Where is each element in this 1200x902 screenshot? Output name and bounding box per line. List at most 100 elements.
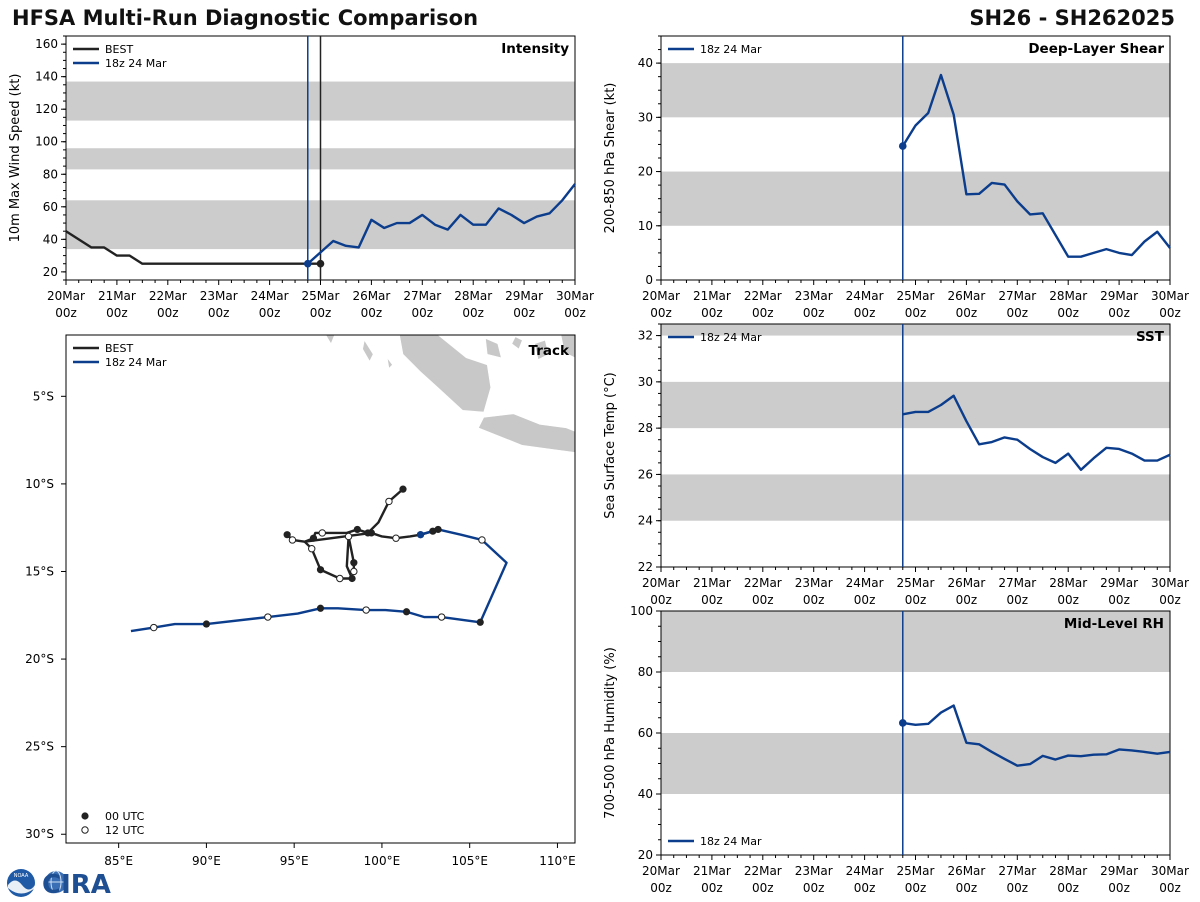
panel-track: 85°E 90°E 95°E 100°E 105°E 110°E 5°S 10°S 15°S 20…: [25, 334, 576, 868]
series-line-shear-run: [901, 73, 1171, 258]
ytick-label-sst: 22: [638, 560, 653, 574]
track-point-12utc: [344, 532, 353, 541]
xtick-label-sst: 27Mar: [998, 576, 1036, 590]
track-point-00utc: [316, 566, 325, 574]
xtick-sub-sst: 00z: [956, 593, 978, 607]
xtick-sub-rh: 00z: [956, 881, 978, 895]
xtick-sub-sst: 00z: [854, 593, 876, 607]
xtick-sub-sst: 00z: [752, 593, 774, 607]
xtick-label-shear: 25Mar: [897, 289, 935, 303]
landmass-6: [362, 339, 374, 362]
ytick-label-intensity: 120: [35, 102, 58, 116]
panel-title-shear: Deep-Layer Shear: [1028, 41, 1164, 57]
track-point-00utc: [350, 559, 358, 567]
ytick-label-track: 20°S: [25, 652, 54, 666]
xtick-label-track: 95°E: [280, 854, 309, 868]
xtick-label-track: 90°E: [192, 854, 221, 868]
xtick-sub-intensity: 00z: [310, 306, 332, 320]
xtick-sub-shear: 00z: [956, 306, 978, 320]
xtick-sub-sst: 00z: [1007, 593, 1029, 607]
xtick-sub-rh: 00z: [1007, 881, 1029, 895]
ylabel-intensity: 10m Max Wind Speed (kt): [8, 74, 23, 243]
xtick-label-rh: 28Mar: [1049, 864, 1087, 878]
panel-intensity: 20 40 60 80 100 120 140 160 10m Max Wind Speed (…: [8, 35, 594, 320]
xtick-sub-shear: 00z: [1108, 306, 1130, 320]
panel-shear: 0 10 20 30 40 200-850 hPa Shear (kt) 20Mar 00z 2…: [603, 35, 1189, 320]
xtick-sub-shear: 00z: [701, 306, 723, 320]
xtick-label-sst: 30Mar: [1151, 576, 1189, 590]
track-point-12utc: [308, 545, 316, 553]
xtick-label-rh: 22Mar: [744, 864, 782, 878]
xtick-sub-sst: 00z: [650, 593, 672, 607]
xtick-sub-shear: 00z: [752, 306, 774, 320]
xtick-label-shear: 28Mar: [1049, 289, 1087, 303]
cira-logo: NOAA CIRA: [6, 866, 116, 902]
xtick-sub-shear: 00z: [905, 306, 927, 320]
ytick-label-track: 5°S: [33, 389, 54, 403]
xtick-sub-rh: 00z: [905, 881, 927, 895]
xtick-label-sst: 21Mar: [693, 576, 731, 590]
track-point-12utc: [150, 623, 158, 632]
landmass-0: [399, 335, 492, 413]
landmass-8: [325, 335, 335, 345]
xtick-sub-shear: 00z: [1007, 306, 1029, 320]
landmass-2: [534, 339, 550, 360]
xtick-label-shear: 26Mar: [947, 289, 985, 303]
ylabel-rh: 700-500 hPa Humidity (%): [603, 647, 618, 819]
xtick-label-intensity: 23Mar: [200, 289, 238, 303]
xtick-label-rh: 20Mar: [642, 864, 680, 878]
ytick-label-rh: 20: [638, 848, 653, 862]
marker-legend-00utc: [81, 812, 89, 820]
ylabel-shear: 200-850 hPa Shear (kt): [603, 83, 618, 234]
track-point-00utc: [353, 525, 361, 534]
track-legend-label-run: 18z 24 Mar: [105, 356, 167, 369]
marker-legend-label: 00 UTC: [105, 810, 145, 823]
legend-label-run: 18z 24 Mar: [700, 331, 762, 344]
ytick-label-intensity: 60: [43, 200, 58, 214]
xtick-label-rh: 25Mar: [897, 864, 935, 878]
xtick-label-shear: 22Mar: [744, 289, 782, 303]
xtick-sub-shear: 00z: [1159, 306, 1181, 320]
panel-rh: 20 40 60 80 100 700-500 hPa Humidity (%) 20Mar…: [603, 604, 1189, 895]
band-rh-1: [661, 611, 1170, 672]
track-point-12utc: [437, 613, 446, 621]
xtick-sub-intensity: 00z: [412, 306, 434, 320]
xtick-sub-sst: 00z: [1057, 593, 1079, 607]
landmass-1: [478, 413, 575, 453]
ytick-label-sst: 32: [638, 329, 653, 343]
track-point-00utc: [367, 529, 375, 537]
track-point-00utc: [309, 534, 318, 542]
track-point-12utc: [350, 567, 358, 576]
xtick-label-sst: 24Mar: [846, 576, 884, 590]
xtick-label-rh: 26Mar: [947, 864, 985, 878]
xtick-label-shear: 24Mar: [846, 289, 884, 303]
xtick-sub-rh: 00z: [701, 881, 723, 895]
xtick-label-sst: 29Mar: [1100, 576, 1138, 590]
xtick-sub-sst: 00z: [1108, 593, 1130, 607]
series-start-point-run: [303, 259, 312, 268]
axes-frame-sst: [660, 323, 1171, 568]
track-point-start: [416, 531, 425, 539]
noaa-emblem-icon: NOAA: [7, 869, 35, 897]
ytick-label-track: 15°S: [25, 564, 54, 578]
band-rh-0: [661, 733, 1170, 794]
track-point-12utc: [318, 529, 326, 537]
xtick-label-sst: 26Mar: [947, 576, 985, 590]
xtick-sub-sst: 00z: [905, 593, 927, 607]
xtick-label-intensity: 28Mar: [454, 289, 492, 303]
track-point-00utc: [402, 608, 411, 616]
xtick-label-shear: 30Mar: [1151, 289, 1189, 303]
cira-logo-text: CIRA: [42, 870, 111, 898]
track-point-00utc: [434, 525, 442, 534]
track-point-12utc: [362, 606, 370, 614]
marker-legend-12utc: [81, 826, 89, 834]
xtick-sub-sst: 00z: [803, 593, 825, 607]
track-point-00utc: [283, 531, 291, 539]
ytick-label-intensity: 40: [43, 232, 58, 246]
figure-title: HFSA Multi-Run Diagnostic Comparison: [12, 6, 479, 30]
xtick-label-sst: 28Mar: [1049, 576, 1087, 590]
xtick-sub-intensity: 00z: [361, 306, 383, 320]
ytick-label-sst: 26: [638, 467, 653, 481]
track-point-00utc: [316, 604, 325, 612]
xtick-label-sst: 20Mar: [642, 576, 680, 590]
